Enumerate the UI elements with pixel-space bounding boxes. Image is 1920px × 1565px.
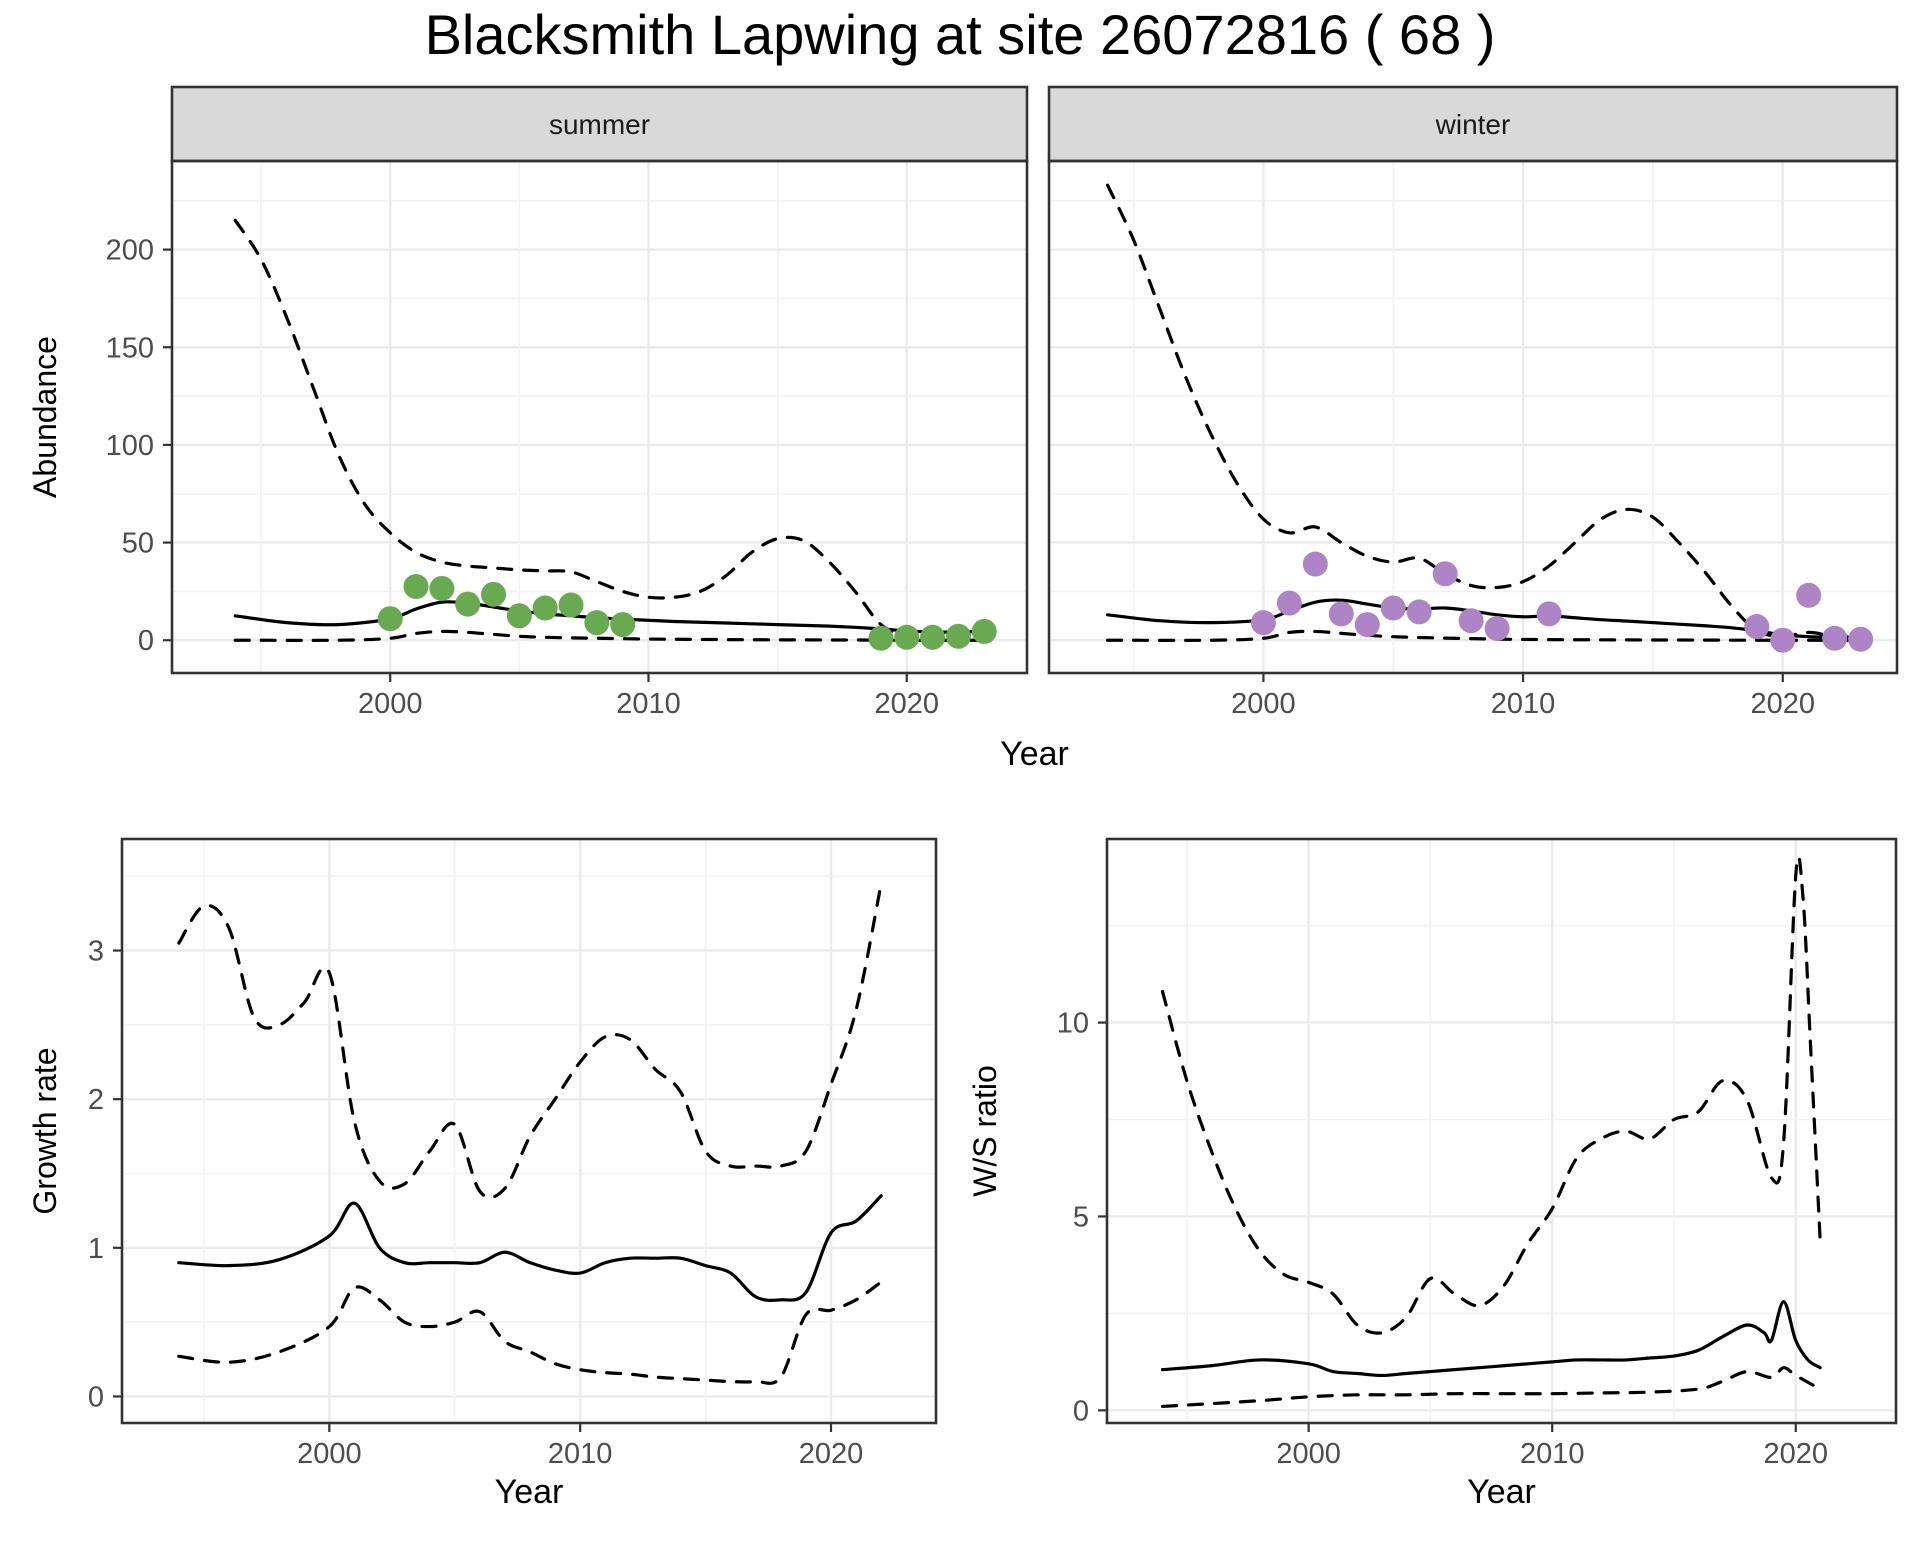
svg-text:100: 100 bbox=[106, 430, 154, 462]
svg-text:2000: 2000 bbox=[358, 688, 423, 720]
svg-text:2020: 2020 bbox=[799, 1438, 864, 1470]
svg-text:0: 0 bbox=[88, 1381, 104, 1413]
svg-text:5: 5 bbox=[1073, 1201, 1089, 1233]
svg-text:2000: 2000 bbox=[1231, 688, 1296, 720]
svg-text:2010: 2010 bbox=[1491, 688, 1556, 720]
svg-text:2020: 2020 bbox=[875, 688, 940, 720]
svg-text:0: 0 bbox=[138, 625, 154, 657]
svg-text:150: 150 bbox=[106, 332, 154, 364]
svg-text:summer: summer bbox=[549, 109, 650, 140]
svg-text:2010: 2010 bbox=[548, 1438, 613, 1470]
svg-text:2010: 2010 bbox=[1520, 1438, 1585, 1470]
svg-text:winter: winter bbox=[1435, 109, 1511, 140]
svg-text:2020: 2020 bbox=[1750, 688, 1815, 720]
svg-text:0: 0 bbox=[1073, 1395, 1089, 1427]
svg-text:10: 10 bbox=[1057, 1008, 1089, 1040]
svg-text:2: 2 bbox=[88, 1084, 104, 1116]
svg-text:2010: 2010 bbox=[616, 688, 681, 720]
svg-text:3: 3 bbox=[88, 936, 104, 968]
svg-text:2000: 2000 bbox=[297, 1438, 362, 1470]
svg-text:2020: 2020 bbox=[1764, 1438, 1829, 1470]
svg-text:2000: 2000 bbox=[1276, 1438, 1341, 1470]
svg-text:50: 50 bbox=[122, 528, 154, 560]
svg-text:200: 200 bbox=[106, 235, 154, 267]
svg-text:1: 1 bbox=[88, 1233, 104, 1265]
